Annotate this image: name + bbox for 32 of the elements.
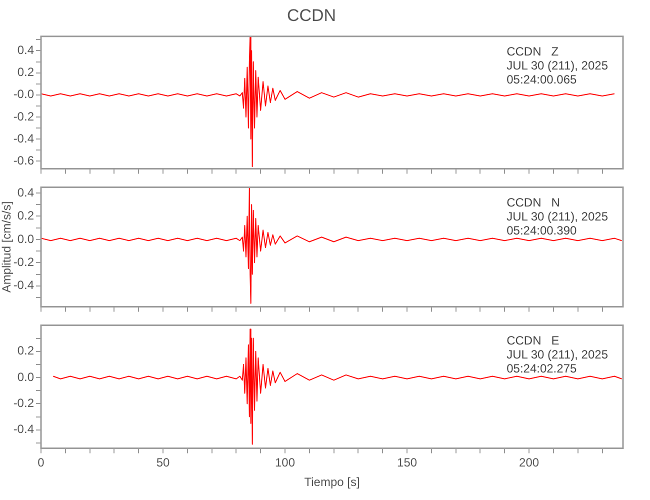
y-tick-label: 0.4 — [17, 185, 34, 200]
x-tick-label: 50 — [156, 456, 170, 470]
y-tick-label: -0.4 — [13, 131, 34, 146]
annotation: 05:24:00.390 — [506, 224, 577, 238]
x-tick-label: 200 — [519, 456, 540, 470]
x-tick-label: 0 — [38, 456, 45, 470]
y-tick-label: -0.4 — [13, 422, 34, 436]
y-tick-label: 0.4 — [17, 43, 34, 58]
y-tick-label: 0.0 — [17, 232, 34, 246]
annotation: JUL 30 (211), 2025 — [506, 348, 608, 362]
y-tick-label: -0.2 — [13, 254, 34, 269]
x-tick-label: 150 — [397, 456, 418, 470]
y-tick-label: -0.4 — [13, 278, 34, 292]
annotation: 05:24:00.065 — [506, 72, 577, 87]
annotation: 05:24:02.275 — [506, 362, 577, 376]
y-tick-label: 0.2 — [17, 65, 34, 80]
y-tick-label: 0.2 — [17, 344, 34, 358]
x-tick-label: 100 — [275, 456, 296, 470]
annotation: CCDN Z — [506, 44, 559, 59]
annotation: CCDN N — [506, 196, 560, 210]
annotation: JUL 30 (211), 2025 — [506, 210, 608, 224]
y-axis-title: Amplitud [cm/s/s] — [0, 201, 14, 293]
y-tick-label: -0.6 — [13, 153, 34, 168]
chart-title: CCDN — [286, 6, 336, 25]
annotation: CCDN E — [506, 334, 560, 348]
annotation: JUL 30 (211), 2025 — [506, 58, 608, 73]
y-tick-label: -0.0 — [13, 87, 34, 102]
y-tick-label: -0.2 — [13, 109, 34, 124]
x-axis-title: Tiempo [s] — [304, 475, 360, 490]
y-tick-label: 0.2 — [17, 208, 34, 223]
y-tick-label: 0.0 — [17, 370, 34, 384]
y-tick-label: -0.2 — [13, 396, 34, 410]
